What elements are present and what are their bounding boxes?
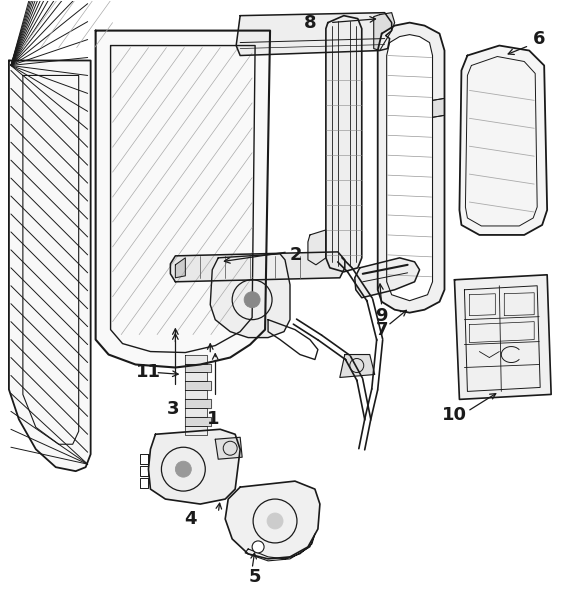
Polygon shape	[185, 355, 207, 363]
Circle shape	[267, 513, 283, 529]
Text: 8: 8	[304, 14, 316, 32]
Polygon shape	[185, 391, 207, 399]
Text: 1: 1	[207, 411, 219, 428]
Circle shape	[175, 461, 191, 477]
Text: 4: 4	[184, 510, 196, 528]
Text: 10: 10	[442, 406, 467, 424]
Polygon shape	[386, 35, 433, 301]
Polygon shape	[185, 418, 211, 426]
Polygon shape	[460, 45, 547, 235]
Polygon shape	[225, 481, 320, 559]
Polygon shape	[326, 16, 362, 272]
Polygon shape	[185, 363, 211, 372]
Text: 7: 7	[376, 320, 388, 339]
Polygon shape	[454, 275, 551, 399]
Polygon shape	[175, 258, 185, 278]
Polygon shape	[185, 399, 211, 408]
Polygon shape	[340, 355, 375, 378]
Polygon shape	[149, 429, 240, 504]
Polygon shape	[9, 61, 90, 471]
Text: 11: 11	[136, 363, 161, 382]
Polygon shape	[185, 382, 211, 391]
Polygon shape	[308, 230, 326, 265]
Text: 2: 2	[290, 246, 302, 264]
Circle shape	[244, 292, 260, 307]
Text: 5: 5	[249, 568, 262, 586]
Polygon shape	[185, 426, 207, 435]
Text: 3: 3	[167, 401, 180, 418]
Text: 6: 6	[533, 29, 545, 48]
Text: 9: 9	[376, 307, 388, 325]
Polygon shape	[355, 258, 419, 297]
Polygon shape	[210, 254, 290, 337]
Polygon shape	[96, 31, 270, 368]
Polygon shape	[185, 408, 207, 418]
Polygon shape	[236, 12, 392, 55]
Polygon shape	[170, 252, 345, 282]
Circle shape	[252, 541, 264, 553]
Polygon shape	[433, 98, 445, 117]
Polygon shape	[374, 12, 395, 51]
Polygon shape	[378, 22, 445, 313]
Polygon shape	[185, 372, 207, 382]
Polygon shape	[215, 437, 242, 459]
